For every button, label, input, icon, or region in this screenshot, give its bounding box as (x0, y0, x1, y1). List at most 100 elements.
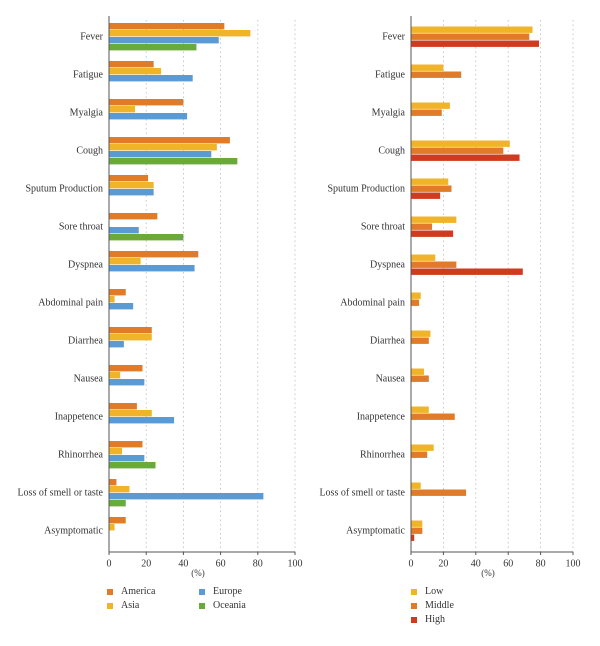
bar-high-sputum-production (411, 192, 441, 199)
bar-high-fever (411, 40, 539, 47)
bar-middle-sore-throat (411, 223, 433, 230)
category-label: Nausea (376, 373, 406, 384)
bar-asia-asymptomatic (109, 524, 115, 531)
bar-europe-myalgia (109, 113, 188, 120)
bar-oceania-fever (109, 44, 197, 51)
bar-low-abdominal-pain (411, 292, 421, 299)
legend-item-low: Low (411, 586, 443, 597)
bar-middle-fever (411, 33, 530, 40)
category-label: Nausea (74, 373, 104, 384)
bar-europe-fever (109, 37, 219, 44)
bar-asia-fever (109, 30, 251, 37)
bar-america-nausea (109, 365, 143, 372)
legend-item-america: America (107, 586, 155, 597)
bar-middle-dyspnea (411, 261, 457, 268)
category-label: Fatigue (375, 69, 406, 80)
category-label: Sputum Production (327, 183, 405, 194)
bar-asia-myalgia (109, 106, 136, 113)
category-label: Abdominal pain (340, 297, 405, 308)
category-label: Dyspnea (68, 259, 104, 270)
legend-item-asia: Asia (107, 600, 139, 611)
bar-high-sore-throat (411, 230, 454, 237)
bar-europe-sore-throat (109, 227, 139, 234)
bar-asia-rhinorrhea (109, 448, 123, 455)
x-tick-label: 20 (141, 558, 151, 569)
category-label: Sore throat (361, 221, 405, 232)
legend-swatch (107, 588, 113, 595)
category-label: Myalgia (70, 107, 104, 118)
category-label: Diarrhea (370, 335, 406, 346)
category-label: Loss of smell or taste (17, 487, 103, 498)
bar-europe-cough (109, 151, 212, 158)
bar-middle-abdominal-pain (411, 299, 420, 306)
bar-low-diarrhea (411, 330, 431, 337)
bar-america-asymptomatic (109, 517, 126, 524)
bar-europe-sputum-production (109, 189, 154, 196)
bar-low-fatigue (411, 64, 444, 71)
bar-europe-nausea (109, 379, 145, 386)
category-label: Loss of smell or taste (319, 487, 405, 498)
bar-low-cough (411, 140, 510, 147)
bar-low-sputum-production (411, 178, 449, 185)
bar-europe-loss-of-smell-or-taste (109, 493, 264, 500)
category-label: Dyspnea (370, 259, 406, 270)
category-label: Fever (80, 31, 103, 42)
bar-middle-fatigue (411, 71, 462, 78)
bar-europe-abdominal-pain (109, 303, 134, 310)
legend-label: Oceania (213, 600, 246, 611)
bar-low-dyspnea (411, 254, 436, 261)
category-label: Inappetence (357, 411, 406, 422)
bar-america-fever (109, 23, 225, 30)
bar-asia-cough (109, 144, 217, 151)
category-label: Inappetence (55, 411, 104, 422)
bar-middle-inappetence (411, 413, 455, 420)
bar-low-inappetence (411, 406, 429, 413)
bar-america-fatigue (109, 61, 154, 68)
bar-america-loss-of-smell-or-taste (109, 479, 117, 486)
bar-low-fever (411, 26, 533, 33)
bar-middle-loss-of-smell-or-taste (411, 489, 467, 496)
x-tick-label: 100 (288, 558, 303, 569)
category-label: Sputum Production (25, 183, 103, 194)
bar-america-inappetence (109, 403, 137, 410)
category-label: Abdominal pain (38, 297, 103, 308)
bar-asia-fatigue (109, 68, 162, 75)
bar-oceania-loss-of-smell-or-taste (109, 500, 126, 507)
bar-asia-abdominal-pain (109, 296, 115, 303)
bar-middle-asymptomatic (411, 527, 423, 534)
category-label: Fever (382, 31, 405, 42)
legend-label: Low (425, 586, 444, 597)
bar-middle-nausea (411, 375, 429, 382)
bar-low-sore-throat (411, 216, 457, 223)
bar-low-asymptomatic (411, 520, 423, 527)
legend-item-middle: Middle (411, 600, 454, 611)
bar-high-asymptomatic (411, 534, 415, 541)
bar-oceania-cough (109, 158, 238, 165)
x-tick-label: 100 (566, 558, 581, 569)
legend-item-europe: Europe (199, 586, 242, 597)
x-tick-label: 0 (409, 558, 414, 569)
category-label: Sore throat (59, 221, 103, 232)
bar-europe-diarrhea (109, 341, 124, 348)
legend-label: Europe (213, 586, 242, 597)
x-tick-label: 40 (471, 558, 481, 569)
bar-oceania-sore-throat (109, 234, 184, 241)
legend-swatch (199, 588, 205, 595)
legend-swatch (411, 588, 417, 595)
bar-america-rhinorrhea (109, 441, 143, 448)
bar-middle-myalgia (411, 109, 442, 116)
x-tick-label: 80 (536, 558, 546, 569)
bar-america-sputum-production (109, 175, 149, 182)
x-tick-label: 20 (438, 558, 448, 569)
category-label: Cough (76, 145, 103, 156)
legend-swatch (411, 602, 417, 609)
bar-asia-sputum-production (109, 182, 154, 189)
x-tick-label: 40 (178, 558, 188, 569)
category-label: Diarrhea (68, 335, 104, 346)
bar-asia-inappetence (109, 410, 152, 417)
bar-europe-dyspnea (109, 265, 195, 272)
legend-item-oceania: Oceania (199, 600, 246, 611)
legend-label: America (121, 586, 156, 597)
bar-low-rhinorrhea (411, 444, 434, 451)
